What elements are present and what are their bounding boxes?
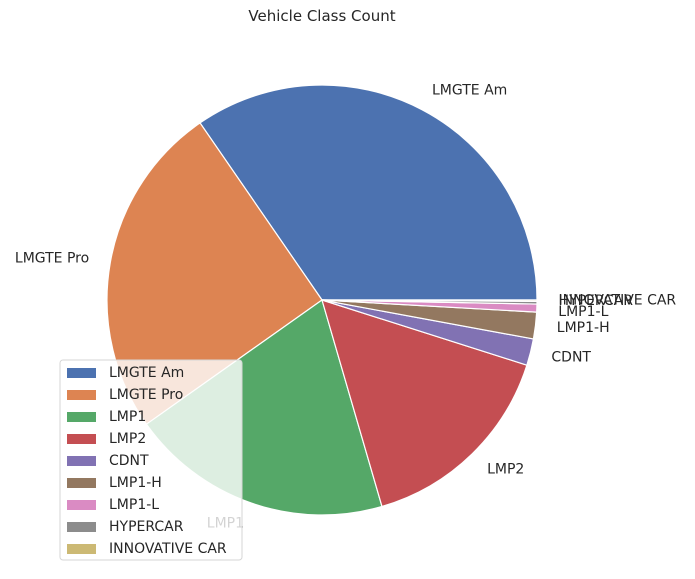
legend-label: LMGTE Am	[109, 365, 184, 381]
slice-label: LMP1-H	[557, 320, 610, 336]
legend-swatch	[67, 390, 96, 400]
slice-label: LMGTE Pro	[15, 251, 89, 267]
slice-label: LMP2	[487, 461, 524, 477]
legend-label: HYPERCAR	[109, 519, 184, 535]
legend: LMGTE Am LMGTE Pro LMP1 LMP2 CDNT LMP1-H LMP1-…	[59, 359, 243, 561]
legend-swatch	[67, 368, 96, 378]
legend-label: LMP1-L	[109, 497, 159, 513]
legend-swatch	[67, 456, 96, 466]
slice-label: LMP1-L	[558, 304, 608, 320]
legend-label: LMP1-H	[109, 475, 162, 491]
slice-label: LMGTE Am	[432, 83, 507, 99]
legend-swatch	[67, 544, 96, 554]
legend-label: LMP1	[109, 409, 146, 425]
legend-box	[59, 359, 243, 561]
legend-label: CDNT	[109, 453, 149, 469]
slice-label: INNOVATIVE CAR	[559, 293, 677, 309]
legend-label: INNOVATIVE CAR	[109, 541, 227, 557]
chart-title: Vehicle Class Count	[248, 7, 395, 25]
pie-slice	[321, 299, 538, 302]
legend-swatch	[67, 478, 96, 488]
legend-swatch	[67, 412, 96, 422]
slice-label: HYPERCAR	[559, 293, 634, 309]
legend-label: LMGTE Pro	[109, 387, 183, 403]
legend-label: LMP2	[109, 431, 146, 447]
pie-slice	[321, 299, 528, 508]
pie-slice	[199, 84, 538, 301]
legend-swatch	[67, 434, 96, 444]
legend-swatch	[67, 500, 96, 510]
slice-label: CDNT	[551, 349, 591, 365]
legend-swatch	[67, 522, 96, 532]
